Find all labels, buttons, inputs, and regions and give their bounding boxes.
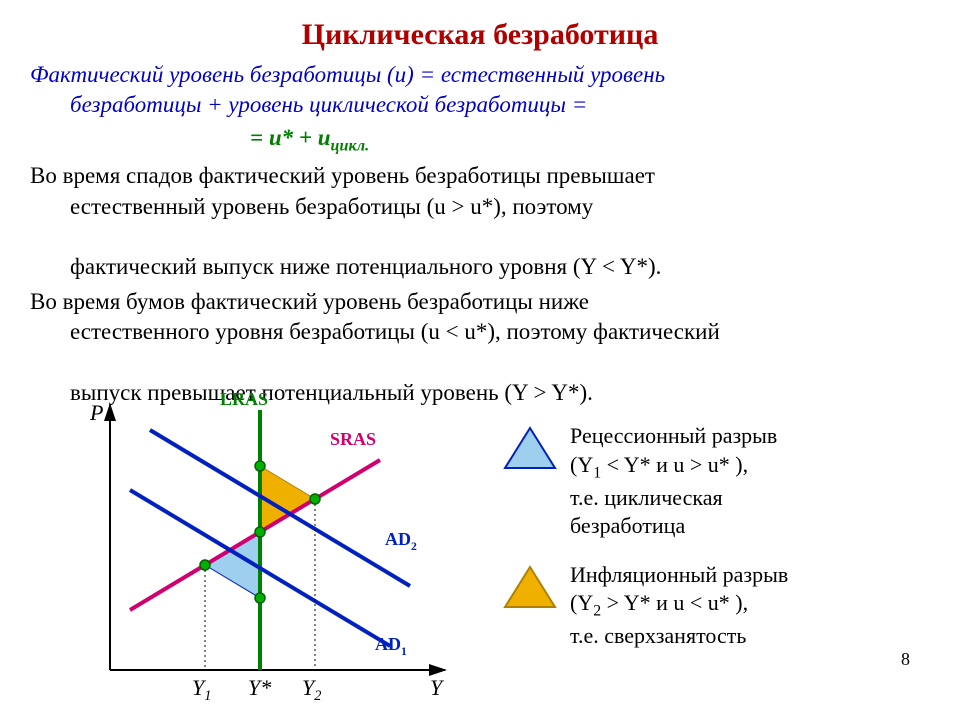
legend-recession: Рецессионный разрыв (Y1 < Y* и u > u* ),…: [500, 420, 930, 541]
ad-as-chart: P LRAS SRAS AD2 AD1 Y Y1 Y* Y2: [50, 390, 470, 710]
leg-inf-l2a: (Y: [570, 590, 593, 615]
formula-line-2: безработицы + уровень циклической безраб…: [30, 90, 930, 120]
p1-l2: естественный уровень безработицы (u > u*…: [30, 192, 930, 222]
green-equation: = u* + uцикл.: [30, 125, 930, 156]
leg-rec-l2b: < Y* и u > u* ),: [601, 452, 748, 477]
svg-text:LRAS: LRAS: [220, 390, 268, 409]
triangle-blue-icon: [500, 420, 570, 481]
leg-rec-l4: безработица: [570, 513, 685, 538]
leg-rec-l2a: (Y: [570, 452, 593, 477]
svg-text:SRAS: SRAS: [330, 429, 376, 449]
leg-inf-l1: Инфляционный разрыв: [570, 562, 788, 587]
legend: Рецессионный разрыв (Y1 < Y* и u > u* ),…: [500, 420, 930, 669]
svg-text:P: P: [89, 400, 103, 425]
legend-inflation: Инфляционный разрыв (Y2 > Y* и u < u* ),…: [500, 559, 930, 651]
svg-text:AD2: AD2: [385, 529, 417, 553]
p2-l2: естественного уровня безработицы (u < u*…: [30, 317, 930, 347]
legend-recession-text: Рецессионный разрыв (Y1 < Y* и u > u* ),…: [570, 420, 930, 541]
leg-rec-l1: Рецессионный разрыв: [570, 423, 777, 448]
legend-inflation-text: Инфляционный разрыв (Y2 > Y* и u < u* ),…: [570, 559, 930, 651]
paragraph-recession: Во время спадов фактический уровень безр…: [30, 161, 930, 282]
leg-rec-l3: т.е. циклическая: [570, 485, 723, 510]
leg-inf-l3: т.е. сверхзанятость: [570, 623, 746, 648]
page-title: Циклическая безработица: [30, 18, 930, 52]
green-eq-sub: цикл.: [331, 137, 370, 154]
svg-text:Y1: Y1: [192, 675, 211, 704]
svg-text:Y*: Y*: [248, 675, 271, 700]
p2-l1: Во время бумов фактический уровень безра…: [30, 289, 589, 314]
triangle-gold-icon: [500, 559, 570, 620]
leg-inf-l2b: > Y* и u < u* ),: [601, 590, 748, 615]
formula-text: Фактический уровень безработицы (u) = ес…: [30, 60, 930, 121]
p1-l1: Во время спадов фактический уровень безр…: [30, 163, 655, 188]
green-eq-prefix: = u* + u: [250, 125, 331, 150]
p1-l3: фактический выпуск ниже потенциального у…: [30, 252, 930, 282]
formula-line-1: Фактический уровень безработицы (u) = ес…: [30, 62, 665, 87]
svg-text:Y: Y: [430, 675, 445, 700]
svg-text:AD1: AD1: [375, 634, 407, 658]
svg-text:Y2: Y2: [302, 675, 321, 704]
page-number: 8: [901, 649, 910, 670]
